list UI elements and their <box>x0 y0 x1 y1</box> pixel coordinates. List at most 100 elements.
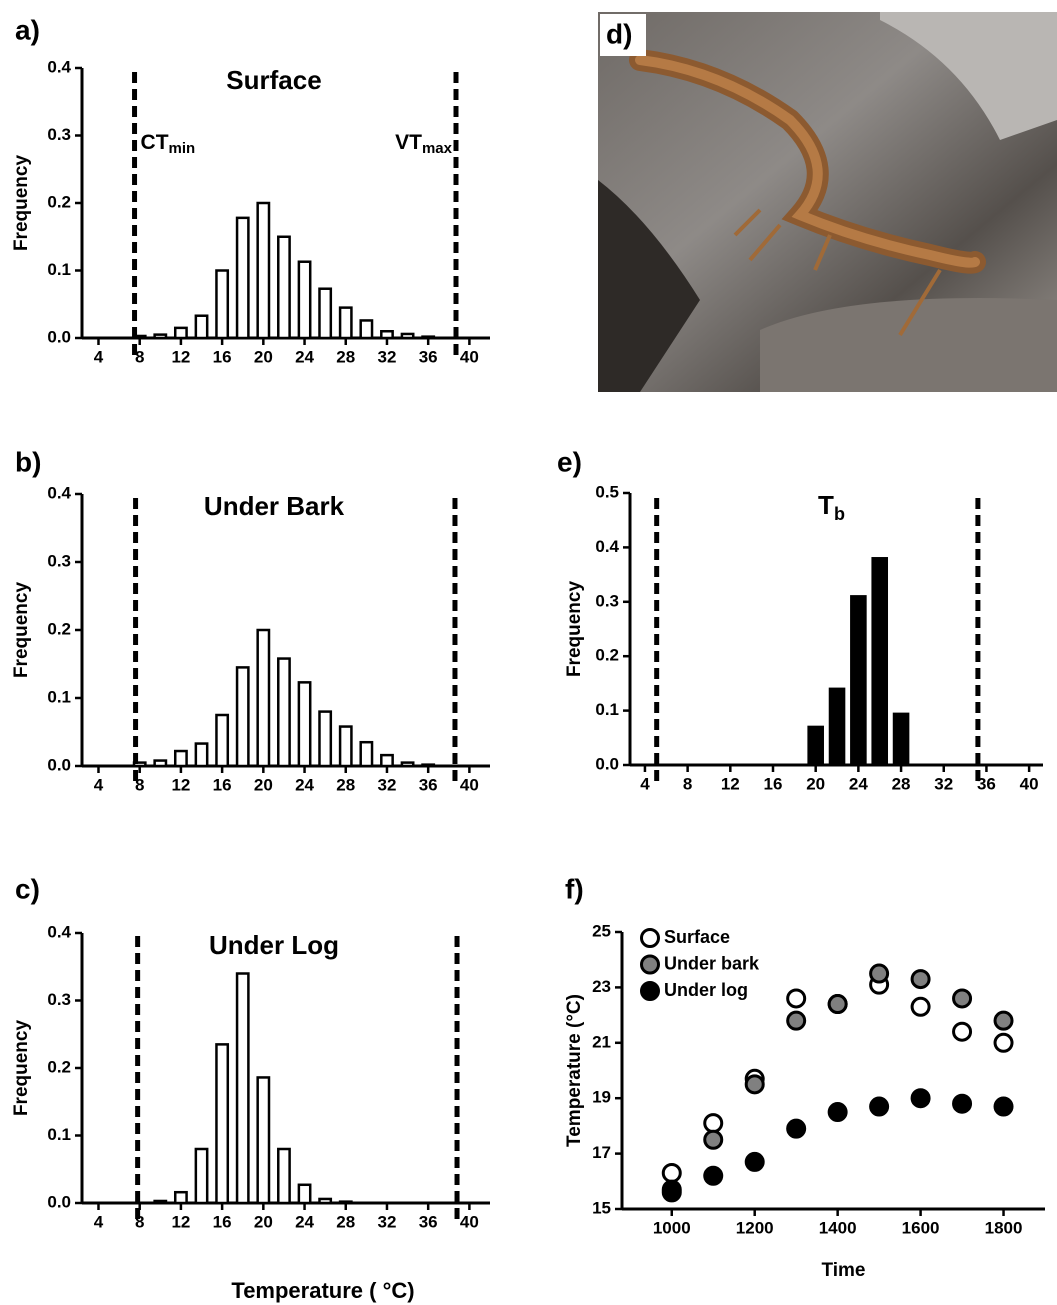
y-tick-label: 0.0 <box>595 754 619 773</box>
y-tick-label: 0.2 <box>47 1057 71 1076</box>
x-tick-label: 40 <box>460 347 479 366</box>
x-tick-label: 28 <box>336 347 355 366</box>
panel-label: d) <box>606 18 632 49</box>
panel-label: f) <box>565 873 584 904</box>
x-tick-label: 40 <box>460 1212 479 1231</box>
x-tick-label: 16 <box>213 1212 232 1231</box>
point <box>829 996 846 1013</box>
legend-marker <box>642 956 659 973</box>
x-tick-label: 12 <box>171 1212 190 1231</box>
y-axis-label: Frequency <box>11 582 32 679</box>
x-axis-label: Time <box>821 1260 865 1281</box>
panel-label: e) <box>557 446 582 477</box>
title-text: T <box>818 490 834 520</box>
y-tick-label: 15 <box>592 1198 611 1217</box>
legend-label: Surface <box>664 927 730 947</box>
point <box>788 990 805 1007</box>
y-tick-label: 0.1 <box>47 1125 71 1144</box>
bar <box>299 262 310 338</box>
bar <box>299 1185 310 1203</box>
y-tick-label: 0.5 <box>595 482 619 501</box>
bar <box>155 761 166 766</box>
bar <box>402 763 413 766</box>
bar <box>237 218 248 338</box>
bar <box>196 1149 207 1203</box>
y-tick-label: 0.0 <box>47 1192 71 1211</box>
point <box>663 1184 680 1201</box>
bar <box>340 727 351 766</box>
bar <box>278 659 289 766</box>
bar <box>381 755 392 766</box>
bar <box>237 974 248 1204</box>
bar <box>196 744 207 766</box>
x-tick-label: 32 <box>934 774 953 793</box>
legend-marker <box>642 930 659 947</box>
bar <box>216 1044 227 1203</box>
x-tick-label: 1200 <box>736 1218 774 1237</box>
bar <box>299 682 310 766</box>
point <box>995 1012 1012 1029</box>
bar <box>381 331 392 338</box>
point <box>954 1023 971 1040</box>
bar <box>258 1077 269 1203</box>
y-tick-label: 0.3 <box>595 591 619 610</box>
point <box>912 1090 929 1107</box>
bar <box>319 712 330 766</box>
y-tick-label: 0.4 <box>47 922 71 941</box>
point <box>746 1076 763 1093</box>
x-tick-label: 4 <box>94 775 104 794</box>
bar <box>361 742 372 766</box>
chart-panel: 0.00.10.20.30.40.5481216202428323640e)Fr… <box>557 446 1043 793</box>
x-tick-label: 12 <box>721 774 740 793</box>
x-tick-label: 28 <box>336 1212 355 1231</box>
bar <box>258 630 269 766</box>
point <box>871 1098 888 1115</box>
y-tick-label: 0.1 <box>47 687 71 706</box>
point <box>912 971 929 988</box>
y-tick-label: 23 <box>592 977 611 996</box>
x-tick-label: 1400 <box>819 1218 857 1237</box>
y-tick-label: 0.3 <box>47 990 71 1009</box>
y-tick-label: 0.4 <box>47 483 71 502</box>
point <box>954 990 971 1007</box>
point <box>705 1167 722 1184</box>
annotation-text: CT <box>141 131 169 154</box>
legend-label: Under log <box>664 980 748 1000</box>
point <box>995 1034 1012 1051</box>
y-tick-label: 0.3 <box>47 125 71 144</box>
x-tick-label: 1800 <box>985 1218 1023 1237</box>
x-tick-label: 16 <box>213 775 232 794</box>
x-tick-label: 12 <box>171 775 190 794</box>
bar <box>258 203 269 338</box>
x-tick-label: 20 <box>254 347 273 366</box>
x-tick-label: 20 <box>806 774 825 793</box>
x-tick-label: 4 <box>94 347 104 366</box>
x-tick-label: 16 <box>213 347 232 366</box>
annotation: VTmax <box>395 131 453 157</box>
annotation-text: VT <box>395 131 422 154</box>
annotation: CTmin <box>141 131 196 157</box>
bar <box>873 558 887 765</box>
bar <box>278 237 289 338</box>
y-axis-label: Frequency <box>11 155 32 252</box>
bar <box>278 1149 289 1203</box>
x-tick-label: 24 <box>849 774 868 793</box>
point <box>746 1153 763 1170</box>
chart-title: Tb <box>818 490 845 524</box>
bar <box>830 689 844 765</box>
bar <box>423 765 434 766</box>
x-tick-label: 24 <box>295 775 314 794</box>
title-text: Under Log <box>209 930 339 960</box>
point <box>829 1104 846 1121</box>
bar <box>851 596 865 765</box>
title-subscript: b <box>834 504 845 524</box>
chart-title: Surface <box>226 65 321 95</box>
y-tick-label: 0.2 <box>595 646 619 665</box>
title-text: Under Bark <box>204 491 345 521</box>
y-tick-label: 0.0 <box>47 755 71 774</box>
point <box>912 998 929 1015</box>
